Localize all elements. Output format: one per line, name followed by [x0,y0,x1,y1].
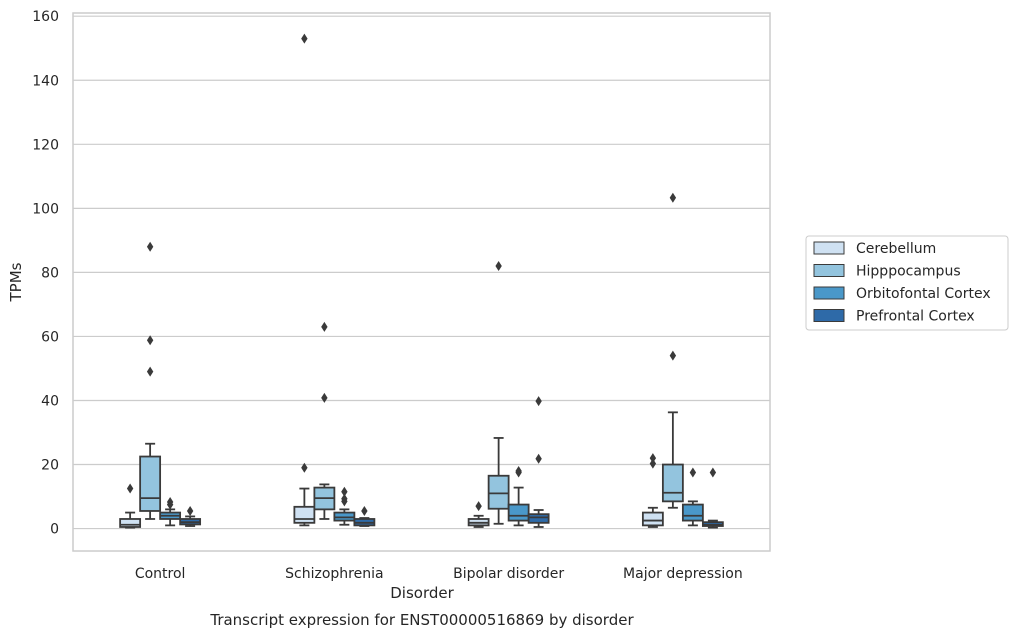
iqr-box [487,474,510,510]
y-tick-label: 80 [41,265,59,281]
box-prefrontal-cortex [179,505,202,527]
box-hipppocampus [487,260,510,525]
legend-item: Prefrontal Cortex [813,309,975,325]
box-orbitofontal-cortex [507,465,530,527]
y-tick-label: 0 [50,522,59,538]
box-prefrontal-cortex [353,505,376,527]
x-tick-label: Major depression [623,566,743,582]
legend-item: Hipppocampus [813,264,961,280]
legend-swatch [813,241,845,255]
outlier-point [515,465,522,476]
legend: Cerebellum Hipppocampus Orbitofontal Corte… [805,235,1009,331]
outlier-point [535,453,542,464]
legend-items: Cerebellum Hipppocampus Orbitofontal Corte… [813,241,991,325]
box-hipppocampus [313,321,336,520]
outlier-point [535,396,542,407]
box-orbitofontal-cortex [159,497,182,527]
x-tick-label: Bipolar disorder [453,566,564,582]
y-tick-label: 140 [32,73,59,89]
y-tick-labels: 0 20 40 60 80 100 120 140 160 [32,9,59,537]
iqr-box [661,463,684,503]
box-cerebellum [293,33,316,527]
iqr-box [293,505,316,524]
outlier-point [649,458,657,469]
y-axis-label: TPMs [7,262,25,302]
box-orbitofontal-cortex [681,467,704,527]
outlier-point [321,392,328,403]
box-hipppocampus [661,192,684,509]
x-tick-label: Control [135,566,186,582]
box-layer [119,33,724,529]
chart-caption: Transcript expression for ENST0000051686… [209,611,634,629]
iqr-box [527,513,550,524]
outlier-point [126,483,134,494]
y-tick-label: 100 [32,201,59,217]
box-orbitofontal-cortex [333,486,356,526]
legend-label: Orbitofontal Cortex [856,286,991,302]
legend-swatch [813,264,845,277]
legend-swatch [813,309,845,322]
y-tick-label: 120 [32,137,59,153]
outlier-point [669,192,677,203]
box-prefrontal-cortex [527,396,550,528]
box-cerebellum [641,453,664,528]
legend-item: Cerebellum [813,241,936,257]
y-tick-label: 160 [32,9,59,25]
iqr-box [139,455,162,512]
legend-item: Orbitofontal Cortex [813,286,991,302]
outlier-point [146,366,154,377]
box-cerebellum [467,501,490,528]
x-tick-labels: Control Schizophrenia Bipolar disorder Majo… [135,566,743,582]
outlier-point [341,486,348,497]
outlier-point [669,350,677,361]
legend-label: Prefrontal Cortex [856,309,975,325]
box-prefrontal-cortex [701,467,724,529]
iqr-box [119,518,142,528]
x-tick-label: Schizophrenia [285,566,383,582]
outlier-point [146,241,154,252]
x-axis-label: Disorder [390,584,454,602]
legend-label: Cerebellum [856,241,936,257]
iqr-box [507,503,530,522]
outlier-point [689,467,697,478]
outlier-point [301,33,308,44]
y-tick-label: 40 [41,393,59,409]
outlier-point [186,505,194,516]
outlier-point [361,505,368,516]
outlier-point [649,453,657,464]
legend-frame [805,235,1009,331]
grid-layer [73,15,770,530]
box-cerebellum [119,483,142,529]
legend-label: Hipppocampus [856,264,961,280]
plot-area-frame [72,12,771,552]
box-hipppocampus [139,241,162,520]
y-tick-label: 60 [41,329,59,345]
outlier-point [495,260,502,271]
outlier-point [709,467,717,478]
iqr-box [681,503,704,522]
outlier-point [146,335,154,346]
outlier-point [475,501,482,512]
iqr-box [641,511,664,527]
outlier-point [321,321,328,332]
outlier-point [166,499,174,510]
y-tick-label: 20 [41,458,59,474]
outlier-point [301,462,308,473]
outlier-point [341,493,348,504]
legend-swatch [813,286,845,300]
